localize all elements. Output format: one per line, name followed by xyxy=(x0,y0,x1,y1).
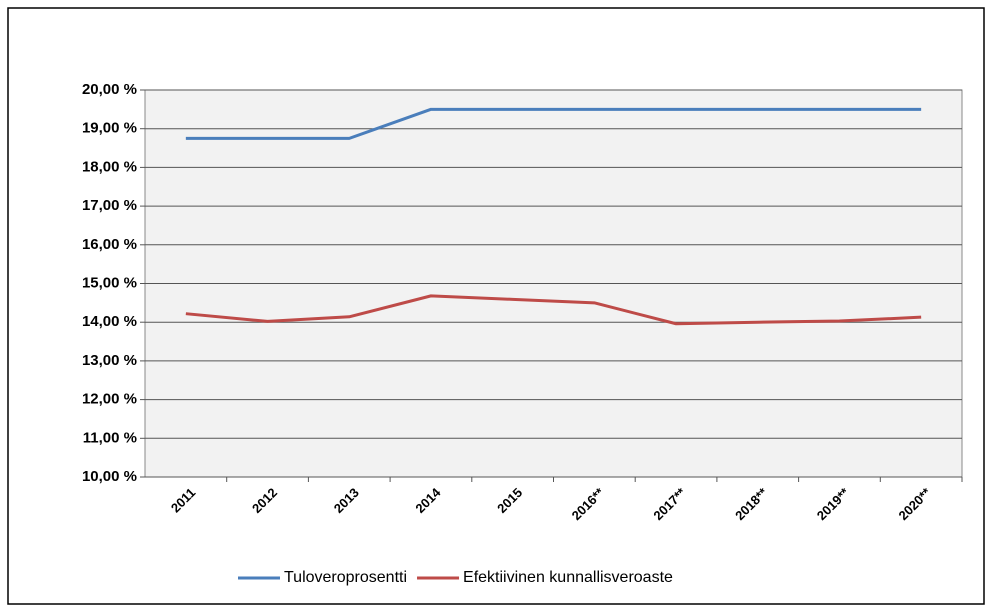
y-tick-label: 17,00 % xyxy=(82,197,137,214)
y-tick-label: 16,00 % xyxy=(82,236,137,253)
y-tick-label: 19,00 % xyxy=(82,120,137,137)
legend-label: Efektiivinen kunnallisveroaste xyxy=(463,569,673,586)
y-tick-label: 10,00 % xyxy=(82,468,137,485)
y-tick-label: 20,00 % xyxy=(82,81,137,98)
y-tick-label: 14,00 % xyxy=(82,313,137,330)
y-tick-label: 12,00 % xyxy=(82,391,137,408)
series-line xyxy=(185,107,922,140)
y-tick-label: 11,00 % xyxy=(83,429,137,446)
series-line xyxy=(185,294,922,326)
legend-label: Tuloveroprosentti xyxy=(284,569,407,586)
y-tick-label: 18,00 % xyxy=(82,158,137,175)
y-tick-label: 15,00 % xyxy=(82,274,137,291)
y-tick-label: 13,00 % xyxy=(82,352,137,369)
